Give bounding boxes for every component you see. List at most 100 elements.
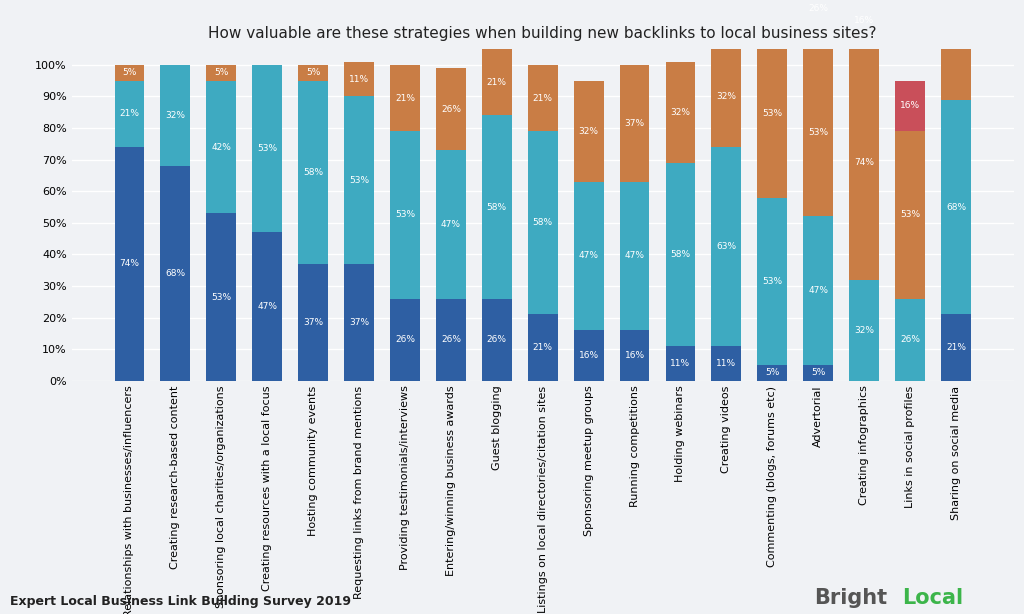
Bar bbox=[527, 65, 558, 131]
Bar bbox=[849, 46, 879, 279]
Text: 53%: 53% bbox=[808, 128, 828, 138]
Bar bbox=[161, 65, 190, 166]
Bar bbox=[758, 365, 787, 381]
Text: 11%: 11% bbox=[349, 75, 369, 84]
Text: Expert Local Business Link Building Survey 2019: Expert Local Business Link Building Surv… bbox=[10, 595, 351, 608]
Text: 47%: 47% bbox=[808, 286, 828, 295]
Bar bbox=[344, 62, 374, 96]
Bar bbox=[207, 213, 237, 381]
Bar bbox=[252, 232, 283, 381]
Text: 53%: 53% bbox=[257, 144, 278, 153]
Bar bbox=[207, 65, 237, 80]
Text: 37%: 37% bbox=[349, 318, 369, 327]
Bar bbox=[849, 279, 879, 381]
Bar bbox=[666, 62, 695, 163]
Text: 53%: 53% bbox=[349, 176, 369, 185]
Text: 53%: 53% bbox=[762, 277, 782, 286]
Text: 21%: 21% bbox=[946, 343, 966, 352]
Text: 47%: 47% bbox=[257, 302, 278, 311]
Bar bbox=[436, 150, 466, 298]
Bar bbox=[758, 198, 787, 365]
Text: 47%: 47% bbox=[625, 252, 644, 260]
Bar bbox=[390, 65, 420, 131]
Text: 5%: 5% bbox=[214, 68, 228, 77]
Text: 58%: 58% bbox=[671, 250, 690, 259]
Bar bbox=[666, 163, 695, 346]
Bar bbox=[895, 298, 925, 381]
Bar bbox=[712, 147, 741, 346]
Text: Bright: Bright bbox=[814, 588, 887, 608]
Bar bbox=[482, 298, 512, 381]
Text: 5%: 5% bbox=[122, 68, 136, 77]
Text: 21%: 21% bbox=[120, 109, 139, 119]
Bar bbox=[803, 217, 834, 365]
Text: 26%: 26% bbox=[486, 335, 507, 344]
Bar bbox=[482, 115, 512, 298]
Text: 21%: 21% bbox=[486, 78, 507, 87]
Bar bbox=[252, 65, 283, 232]
Text: 5%: 5% bbox=[306, 68, 321, 77]
Bar bbox=[712, 46, 741, 147]
Text: 11%: 11% bbox=[671, 359, 690, 368]
Bar bbox=[115, 80, 144, 147]
Text: 58%: 58% bbox=[486, 203, 507, 211]
Title: How valuable are these strategies when building new backlinks to local business : How valuable are these strategies when b… bbox=[209, 26, 877, 41]
Text: 32%: 32% bbox=[717, 92, 736, 101]
Bar bbox=[436, 68, 466, 150]
Bar bbox=[895, 131, 925, 298]
Bar bbox=[620, 182, 649, 330]
Text: 16%: 16% bbox=[625, 351, 645, 360]
Bar bbox=[207, 80, 237, 213]
Text: 32%: 32% bbox=[671, 108, 690, 117]
Bar bbox=[573, 182, 603, 330]
Bar bbox=[436, 298, 466, 381]
Bar bbox=[298, 264, 328, 381]
Bar bbox=[712, 346, 741, 381]
Text: 47%: 47% bbox=[579, 252, 599, 260]
Text: 63%: 63% bbox=[717, 242, 736, 251]
Text: Local: Local bbox=[902, 588, 964, 608]
Text: 32%: 32% bbox=[854, 325, 874, 335]
Bar bbox=[298, 80, 328, 264]
Text: 74%: 74% bbox=[120, 259, 139, 268]
Text: 53%: 53% bbox=[395, 211, 415, 219]
Text: 53%: 53% bbox=[762, 109, 782, 119]
Bar bbox=[941, 99, 971, 314]
Bar bbox=[803, 0, 834, 49]
Bar bbox=[666, 346, 695, 381]
Bar bbox=[344, 264, 374, 381]
Text: 53%: 53% bbox=[900, 211, 921, 219]
Bar bbox=[115, 147, 144, 381]
Bar bbox=[803, 365, 834, 381]
Text: 26%: 26% bbox=[441, 335, 461, 344]
Text: 47%: 47% bbox=[441, 220, 461, 229]
Bar bbox=[115, 65, 144, 80]
Text: 58%: 58% bbox=[303, 168, 324, 177]
Text: 16%: 16% bbox=[900, 101, 921, 111]
Bar bbox=[344, 96, 374, 264]
Text: 37%: 37% bbox=[303, 318, 324, 327]
Bar bbox=[803, 49, 834, 217]
Text: 26%: 26% bbox=[395, 335, 415, 344]
Text: 5%: 5% bbox=[811, 368, 825, 377]
Text: 37%: 37% bbox=[625, 119, 645, 128]
Text: 32%: 32% bbox=[579, 126, 599, 136]
Bar bbox=[849, 0, 879, 46]
Text: 16%: 16% bbox=[854, 16, 874, 25]
Text: 21%: 21% bbox=[532, 343, 553, 352]
Text: 68%: 68% bbox=[946, 203, 966, 211]
Bar bbox=[482, 49, 512, 115]
Bar bbox=[941, 0, 971, 99]
Bar bbox=[573, 330, 603, 381]
Text: 11%: 11% bbox=[717, 359, 736, 368]
Text: 58%: 58% bbox=[532, 219, 553, 227]
Bar bbox=[758, 30, 787, 198]
Bar bbox=[941, 314, 971, 381]
Bar bbox=[390, 131, 420, 298]
Bar bbox=[620, 65, 649, 182]
Bar bbox=[161, 166, 190, 381]
Bar bbox=[527, 314, 558, 381]
Text: 26%: 26% bbox=[441, 104, 461, 114]
Bar bbox=[298, 65, 328, 80]
Bar bbox=[573, 80, 603, 182]
